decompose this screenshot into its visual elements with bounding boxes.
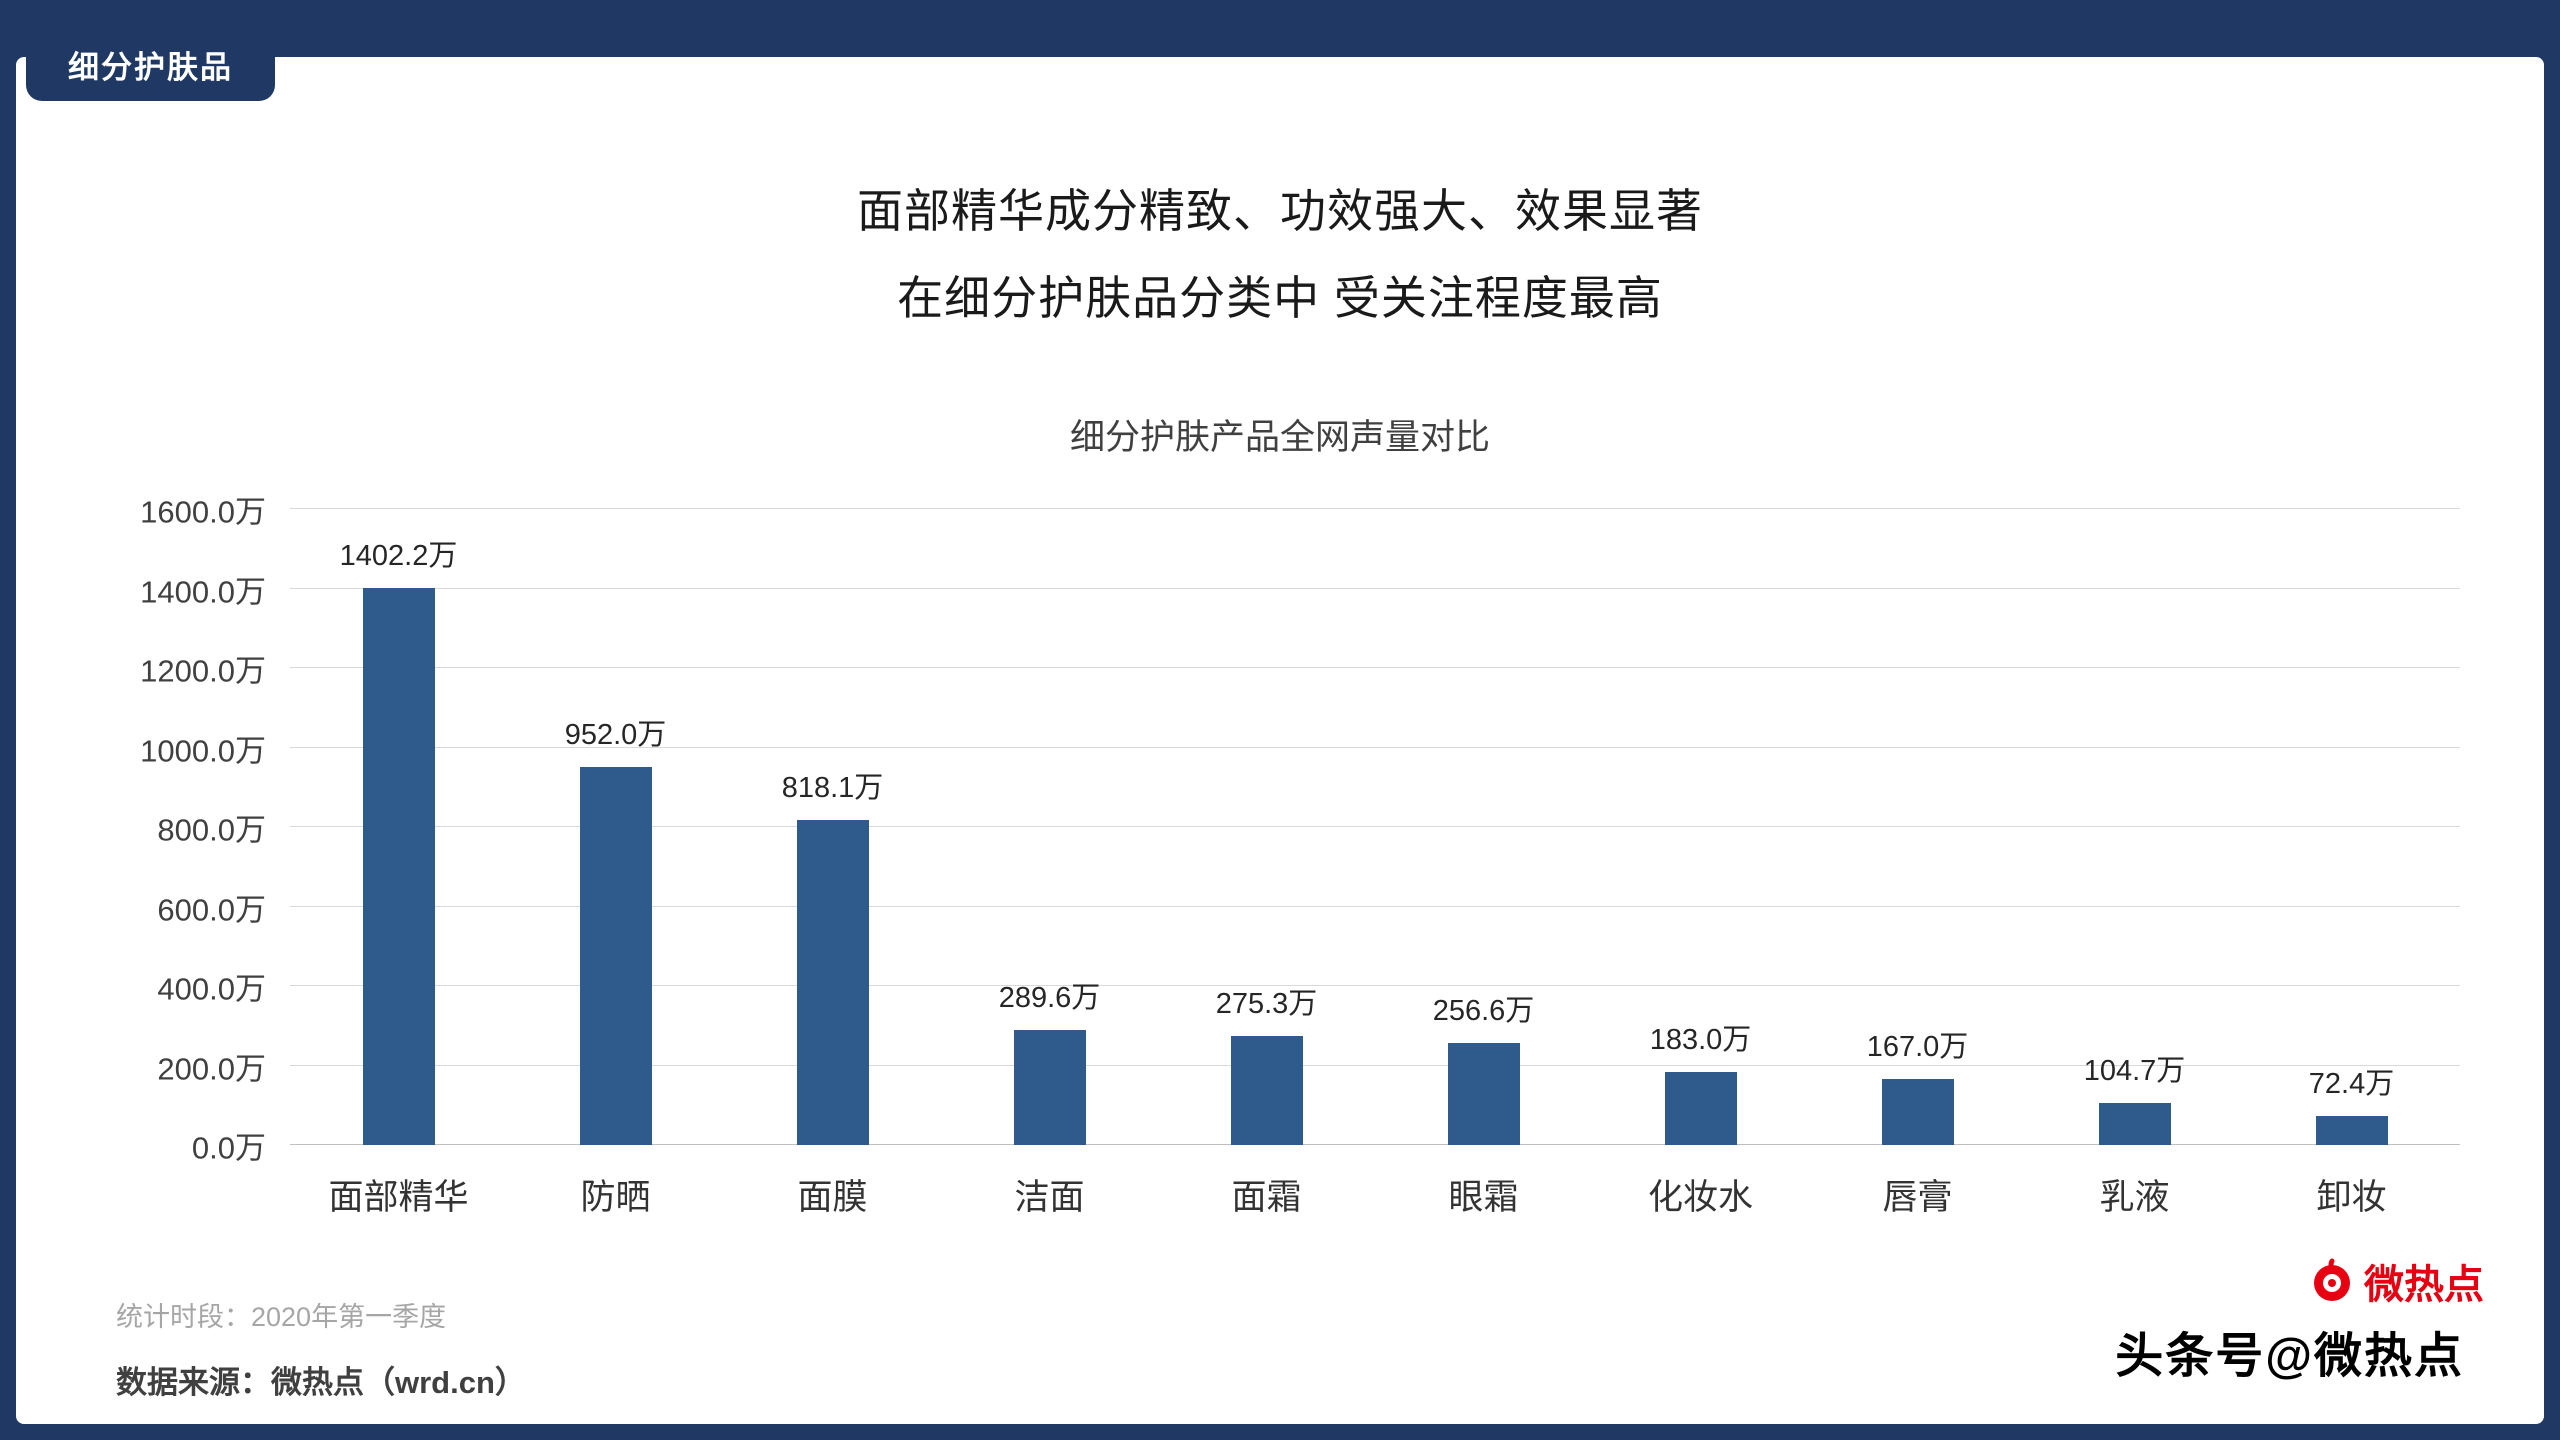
- bar-value-label: 183.0万: [1649, 1024, 1752, 1057]
- y-tick-label: 400.0万: [157, 971, 266, 1007]
- x-axis-label: 眼霜: [1448, 1178, 1519, 1217]
- section-badge-label: 细分护肤品: [68, 50, 233, 85]
- x-axis-label: 面部精华: [328, 1178, 469, 1217]
- y-tick-label: 1600.0万: [140, 494, 266, 530]
- bar-value-label: 275.3万: [1215, 987, 1318, 1020]
- watermark-overlay-text: 头条号@微热点: [2115, 1330, 2464, 1383]
- bar: [1013, 1029, 1086, 1145]
- bar: [2098, 1103, 2171, 1145]
- y-tick-label: 0.0万: [191, 1130, 266, 1166]
- gridline: [290, 508, 2460, 509]
- main-title-line2: 在细分护肤品分类中 受关注程度最高: [897, 272, 1663, 324]
- bar: [362, 587, 435, 1145]
- footer-period: 统计时段：2020年第一季度: [116, 1302, 447, 1332]
- x-axis-label: 卸妆: [2316, 1178, 2387, 1217]
- bar: [2315, 1116, 2388, 1145]
- bar-value-label: 256.6万: [1432, 995, 1535, 1028]
- y-tick-label: 1400.0万: [140, 574, 266, 609]
- gridline: [290, 587, 2460, 589]
- bar-value-label: 167.0万: [1866, 1030, 1969, 1063]
- bar: [1664, 1072, 1737, 1145]
- gridline: [290, 985, 2460, 986]
- x-axis-label: 面膜: [797, 1178, 868, 1217]
- flame-icon: [2314, 1258, 2350, 1301]
- bar: [796, 819, 869, 1145]
- gridline: [290, 1144, 2460, 1145]
- x-axis-label: 乳液: [2099, 1178, 2170, 1217]
- main-title-line1: 面部精华成分精致、功效强大、效果显著: [857, 185, 1703, 237]
- x-axis-label: 防晒: [580, 1178, 651, 1217]
- gridline: [290, 905, 2460, 907]
- bar-value-label: 104.7万: [2083, 1055, 2186, 1088]
- gridline: [290, 826, 2460, 827]
- y-tick-label: 200.0万: [157, 1051, 266, 1086]
- bar-value-label: 72.4万: [2308, 1068, 2395, 1101]
- watermark: 头条号@微热点 微热点: [2024, 1252, 2484, 1392]
- bar-value-label: 1402.2万: [339, 539, 458, 572]
- weibo-hotspot-logo: 微热点: [2308, 1252, 2484, 1310]
- content-panel: 面部精华成分精致、功效强大、效果显著 在细分护肤品分类中 受关注程度最高 细分护…: [16, 57, 2544, 1424]
- chart-title: 细分护肤产品全网声量对比: [1069, 418, 1490, 457]
- bar: [1230, 1035, 1303, 1145]
- bar-value-label: 952.0万: [564, 718, 667, 751]
- y-tick-label: 1000.0万: [140, 733, 266, 768]
- x-axis-label: 化妆水: [1647, 1178, 1753, 1217]
- x-axis-label: 面霜: [1231, 1178, 1302, 1217]
- bar-value-label: 289.6万: [998, 981, 1101, 1014]
- y-tick-label: 600.0万: [157, 892, 266, 927]
- bar-chart-plot-area: 0.0万 200.0万 400.0万 600.0万 800.0万 1000.0万 1200.…: [140, 495, 2460, 1217]
- bar: [1447, 1043, 1520, 1145]
- bar-value-label: 818.1万: [781, 771, 884, 804]
- section-badge: 细分护肤品: [26, 28, 275, 101]
- x-axis-label: 唇膏: [1882, 1178, 1953, 1217]
- x-axis-label: 洁面: [1014, 1178, 1085, 1217]
- gridline: [290, 1064, 2460, 1066]
- y-tick-label: 800.0万: [157, 812, 266, 848]
- footer-source: 数据来源：微热点（wrd.cn）: [116, 1365, 526, 1400]
- y-tick-label: 1200.0万: [140, 653, 266, 689]
- gridline: [290, 667, 2460, 668]
- gridline: [290, 746, 2460, 748]
- bar: [1881, 1078, 1954, 1145]
- bar: [579, 766, 652, 1145]
- weibo-hotspot-logo-text: 微热点: [2364, 1263, 2484, 1307]
